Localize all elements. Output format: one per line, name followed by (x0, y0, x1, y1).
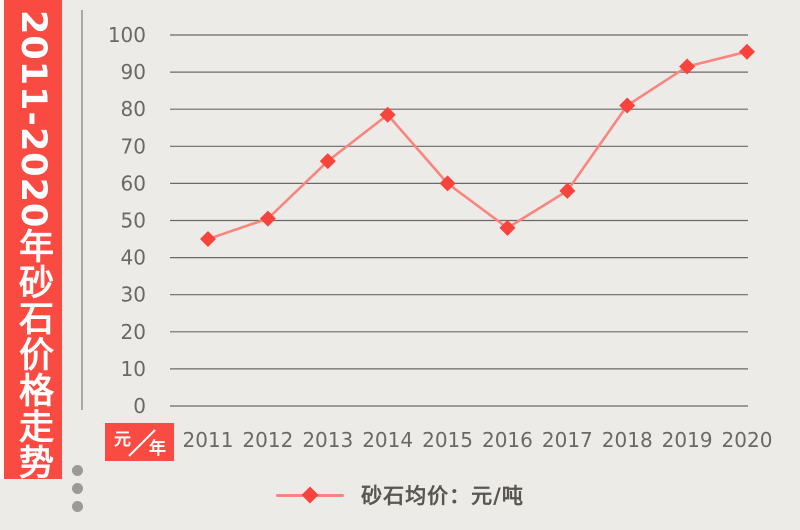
y-tick-label: 30 (121, 283, 146, 307)
legend: 砂石均价：元/吨 (0, 478, 800, 512)
y-tick-label: 60 (121, 171, 146, 195)
unit-numerator: 元 (114, 430, 131, 450)
diamond-marker (439, 175, 456, 192)
y-tick-label: 20 (121, 320, 146, 344)
page-title: 2011-2020年砂石价格走势 (13, 10, 53, 481)
x-tick-label: 2018 (602, 428, 653, 452)
y-tick-label: 100 (108, 23, 146, 47)
y-tick-label: 40 (121, 246, 146, 270)
x-tick-label: 2016 (482, 428, 533, 452)
x-tick-label: 2013 (302, 428, 353, 452)
y-tick-label: 80 (121, 97, 146, 121)
x-tick-label: 2020 (722, 428, 773, 452)
axis-unit-badge: 元 年 (105, 423, 174, 461)
diamond-marker (679, 58, 696, 75)
decor-dots (72, 465, 84, 519)
y-tick-label: 70 (121, 134, 146, 158)
legend-line (276, 486, 345, 504)
diamond-marker (739, 43, 755, 60)
diamond-marker (259, 210, 276, 227)
x-tick-label: 2012 (242, 428, 293, 452)
diamond-marker (499, 219, 516, 236)
y-tick-label: 0 (133, 394, 146, 418)
diamond-marker (619, 97, 636, 114)
y-tick-label: 90 (121, 60, 146, 84)
x-tick-label: 2011 (183, 428, 234, 452)
x-tick-label: 2014 (362, 428, 413, 452)
diamond-marker (559, 182, 576, 199)
y-tick-label: 10 (121, 357, 146, 381)
diamond-marker (379, 106, 396, 123)
slash-icon (128, 429, 156, 457)
diamond-marker (319, 153, 336, 170)
price-line (207, 50, 748, 241)
decor-dot (72, 465, 83, 476)
x-tick-label: 2015 (422, 428, 473, 452)
diamond-marker (200, 231, 216, 248)
legend-label: 砂石均价：元/吨 (361, 484, 524, 508)
unit-denominator: 年 (149, 439, 166, 459)
decor-dot (72, 483, 83, 494)
title-banner: 2011-2020年砂石价格走势 (4, 0, 62, 481)
x-tick-label: 2017 (542, 428, 593, 452)
x-tick-label: 2019 (662, 428, 713, 452)
decor-dot (72, 501, 83, 512)
diamond-icon (301, 486, 319, 504)
y-tick-label: 50 (121, 209, 146, 233)
page-left-edge (0, 0, 4, 479)
